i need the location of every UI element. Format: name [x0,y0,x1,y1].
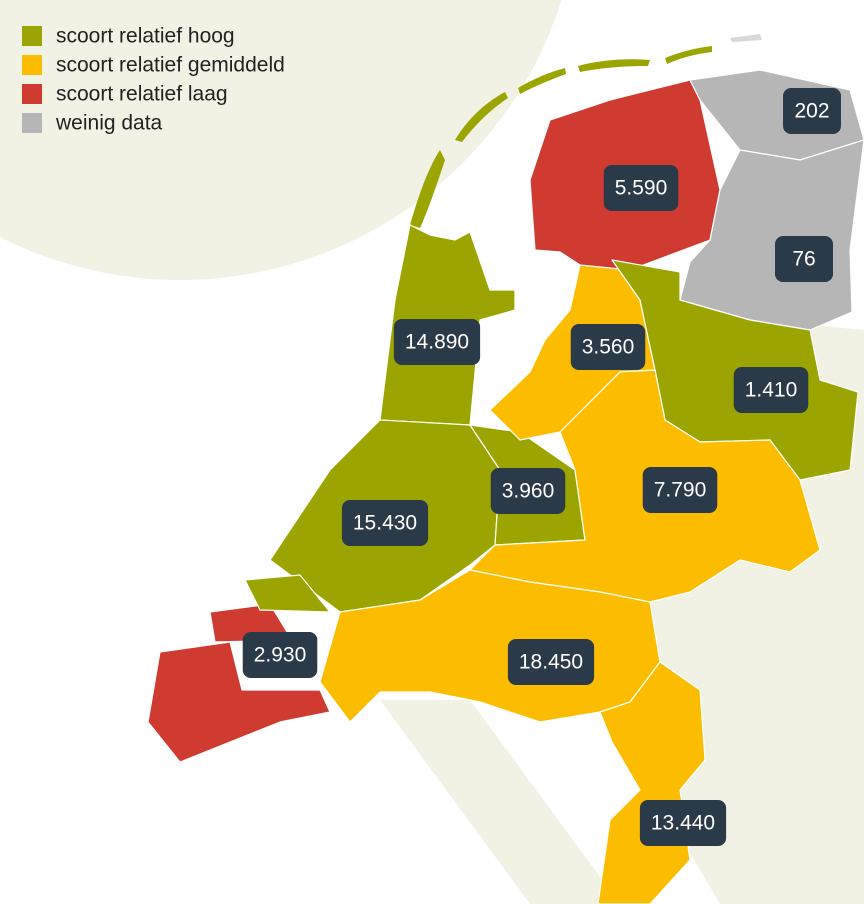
region-label: 15.430 [353,512,417,535]
region-label: 76 [792,248,815,271]
region-label: 14.890 [405,331,469,354]
label-box [570,324,646,370]
region-label: 1.410 [745,379,798,402]
island [455,92,508,142]
label-box [393,319,481,365]
label-box [775,236,833,282]
region-label: 3.960 [502,480,555,503]
legend-swatch [22,84,42,104]
island [665,46,712,64]
island [518,68,566,94]
label-box [341,500,429,546]
legend-label: scoort relatief gemiddeld [56,54,285,77]
background-band [380,700,620,904]
region-label: 7.790 [654,479,707,502]
region-label: 13.440 [651,812,715,835]
background-circle [0,0,562,280]
value-labels: 202 5.590 76 14.890 3.560 1.410 3.960 7.790 15.4… [242,88,841,846]
legend-swatch [22,55,42,75]
region-label: 5.590 [615,177,668,200]
legend-swatch [22,113,42,133]
province [244,574,331,613]
label-box [639,800,727,846]
legend-label: scoort relatief hoog [56,25,235,48]
label-box [642,467,718,513]
region-label: 202 [794,100,829,123]
legend-label: weinig data [55,112,163,135]
label-box [783,88,841,134]
legend: scoort relatief hoog scoort relatief gem… [22,25,285,135]
label-box [490,468,566,514]
legend-swatch [22,26,42,46]
legend-label: scoort relatief laag [56,83,228,106]
island [410,150,445,228]
region-label: 3.560 [582,336,635,359]
island [730,34,762,42]
label-box [603,165,679,211]
region-label: 18.450 [519,651,583,674]
label-box [733,367,809,413]
label-box [242,632,318,678]
label-box [507,639,595,685]
island [578,59,650,72]
region-label: 2.930 [254,644,307,667]
province [147,641,331,763]
